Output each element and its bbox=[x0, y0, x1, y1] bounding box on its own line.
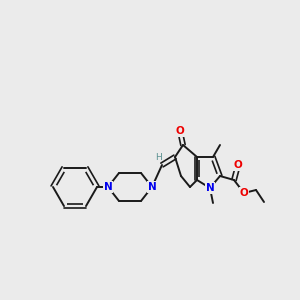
Text: H: H bbox=[156, 152, 162, 161]
Text: N: N bbox=[206, 183, 214, 193]
Text: N: N bbox=[148, 182, 156, 192]
Text: O: O bbox=[234, 160, 242, 170]
Text: O: O bbox=[176, 126, 184, 136]
Text: O: O bbox=[240, 188, 248, 198]
Text: N: N bbox=[103, 182, 112, 192]
